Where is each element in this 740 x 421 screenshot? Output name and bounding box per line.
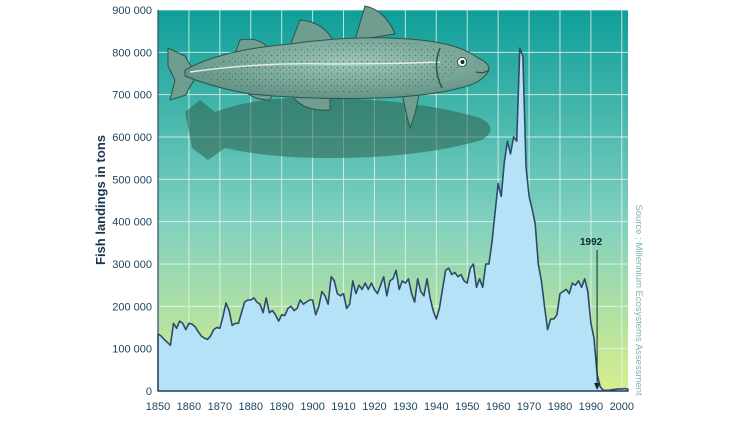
x-tick-label: 1980	[548, 401, 572, 413]
cod-fish-illustration	[167, 5, 491, 160]
x-tick-label: 1940	[424, 401, 448, 413]
x-tick-label: 1870	[208, 401, 232, 413]
annotation-label: 1992	[580, 237, 603, 248]
y-tick-label: 200 000	[112, 301, 152, 313]
x-tick-label: 1970	[517, 401, 541, 413]
fish-pupil	[460, 60, 465, 64]
y-tick-label: 900 000	[112, 5, 152, 17]
y-tick-label: 600 000	[112, 132, 152, 144]
x-tick-label: 1960	[486, 401, 510, 413]
y-axis-label: Fish landings in tons	[93, 135, 108, 265]
y-tick-label: 700 000	[112, 90, 152, 102]
annotation-arrow-head	[594, 383, 601, 390]
y-tick-label: 300 000	[112, 259, 152, 271]
x-tick-label: 1930	[393, 401, 417, 413]
fish-gill	[435, 47, 443, 89]
x-tick-label: 1910	[331, 401, 355, 413]
x-tick-label: 1920	[362, 401, 386, 413]
x-tick-labels: 1850 1860 1870 1880 1890 1900 1910 1920 1930 1940…	[146, 401, 634, 413]
fish-dorsal-fin-3	[354, 5, 396, 41]
x-tick-label: 1890	[269, 401, 293, 413]
source-note: Source : Millennium Ecosystems Assessmen…	[633, 204, 644, 395]
fish-lateral-line	[189, 61, 441, 73]
y-tick-label: 800 000	[112, 47, 152, 59]
x-tick-label: 1950	[455, 401, 479, 413]
x-tick-label: 1880	[239, 401, 263, 413]
x-tick-label: 1990	[579, 401, 603, 413]
x-tick-label: 1850	[146, 401, 170, 413]
y-tick-label: 400 000	[112, 217, 152, 229]
y-tick-label: 500 000	[112, 174, 152, 186]
x-tick-label: 2000	[610, 401, 634, 413]
y-tick-label: 100 000	[112, 344, 152, 356]
y-tick-labels: 0 100 000 200 000 300 000 400 000 500 000 600 …	[112, 5, 152, 398]
annotation-1992: 1992	[580, 237, 603, 390]
y-tick-label: 0	[146, 386, 152, 398]
fish-speckles	[200, 41, 462, 94]
x-tick-label: 1900	[300, 401, 324, 413]
fish-mouth	[475, 69, 490, 74]
x-tick-label: 1860	[177, 401, 201, 413]
landings-area	[157, 47, 629, 392]
